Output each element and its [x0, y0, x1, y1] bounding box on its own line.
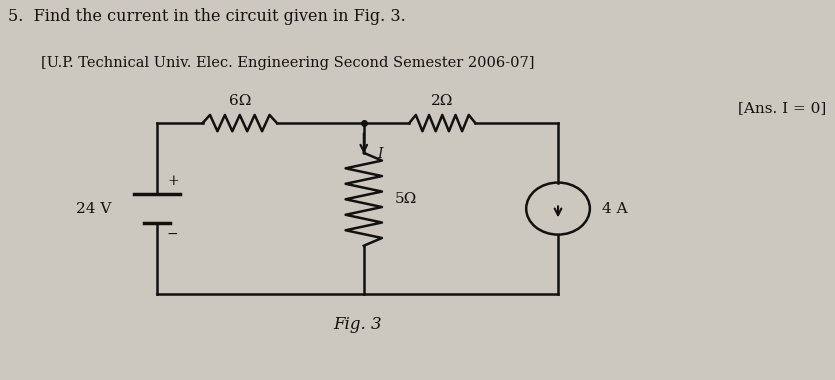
Text: [U.P. Technical Univ. Elec. Engineering Second Semester 2006-07]: [U.P. Technical Univ. Elec. Engineering … [42, 56, 535, 70]
Text: 5.  Find the current in the circuit given in Fig. 3.: 5. Find the current in the circuit given… [8, 8, 406, 25]
Text: 6Ω: 6Ω [229, 94, 251, 108]
Text: 4 A: 4 A [602, 201, 628, 215]
Text: Fig. 3: Fig. 3 [333, 317, 382, 333]
Text: 24 V: 24 V [76, 201, 112, 215]
Text: 5Ω: 5Ω [395, 192, 418, 206]
Text: +: + [167, 174, 179, 188]
Text: −: − [167, 227, 179, 241]
Text: 2Ω: 2Ω [431, 94, 453, 108]
Text: [Ans. I = 0]: [Ans. I = 0] [738, 101, 827, 115]
Text: I: I [377, 147, 382, 161]
